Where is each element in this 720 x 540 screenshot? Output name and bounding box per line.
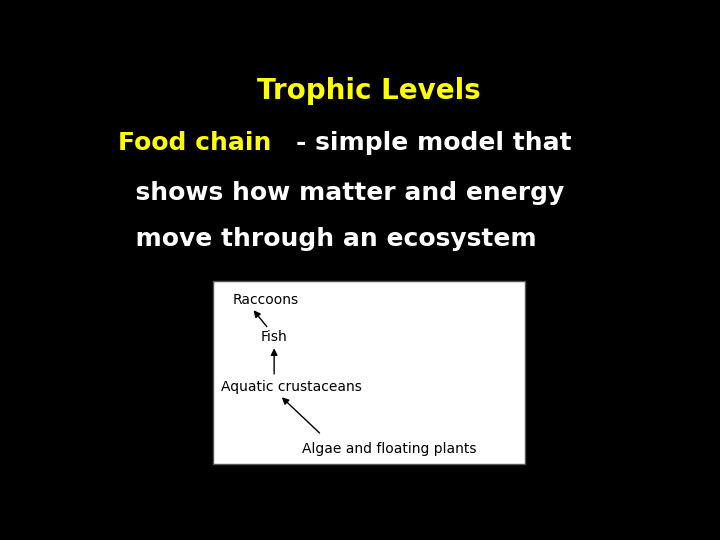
Text: Trophic Levels: Trophic Levels <box>257 77 481 105</box>
Text: shows how matter and energy: shows how matter and energy <box>118 181 564 205</box>
Text: move through an ecosystem: move through an ecosystem <box>118 227 536 251</box>
Text: - simple model that: - simple model that <box>297 131 572 156</box>
Text: Aquatic crustaceans: Aquatic crustaceans <box>221 380 362 394</box>
Text: Algae and floating plants: Algae and floating plants <box>302 442 477 456</box>
Text: Food chain: Food chain <box>118 131 271 156</box>
Text: Fish: Fish <box>260 330 287 344</box>
Text: Raccoons: Raccoons <box>233 293 298 307</box>
FancyBboxPatch shape <box>213 281 526 464</box>
